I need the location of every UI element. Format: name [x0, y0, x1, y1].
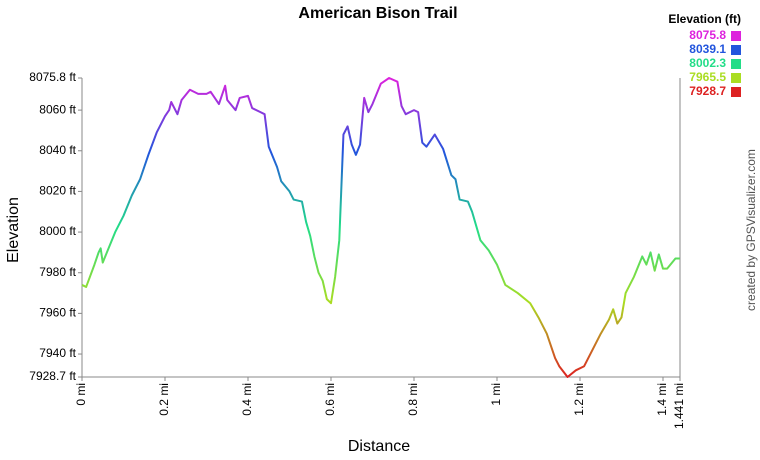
y-tick-label: 8040 ft [39, 143, 76, 157]
legend-swatch [731, 73, 741, 83]
x-tick-label: 0.8 mi [406, 383, 420, 416]
elevation-line [81, 77, 680, 378]
y-tick-label: 8060 ft [39, 102, 76, 116]
legend-swatch [731, 59, 741, 69]
y-tick-label: 7928.7 ft [29, 369, 76, 383]
legend-swatch [731, 31, 741, 41]
legend-label: 8002.3 [689, 56, 726, 70]
x-tick-label: 0.6 mi [323, 383, 337, 416]
x-tick-label: 1 mi [489, 383, 503, 406]
x-tick-label: 0.4 mi [240, 383, 254, 416]
y-tick-label: 7980 ft [39, 265, 76, 279]
legend-label: 7965.5 [689, 70, 726, 84]
legend-label: 8075.8 [689, 28, 726, 42]
y-axis-title: Elevation [5, 197, 22, 263]
legend-title: Elevation (ft) [668, 12, 741, 26]
x-axis-title: Distance [348, 438, 410, 455]
credit: created by GPSVisualizer.com [744, 149, 758, 311]
y-tick-label: 8020 ft [39, 184, 76, 198]
legend-swatch [731, 87, 741, 97]
legend-swatch [731, 45, 741, 55]
x-tick-label: 0.2 mi [157, 383, 171, 416]
x-tick-label: 1.441 mi [672, 383, 686, 429]
x-tick-label: 0 mi [74, 383, 88, 406]
y-tick-label: 8000 ft [39, 224, 76, 238]
chart-title: American Bison Trail [298, 5, 457, 22]
x-tick-label: 1.4 mi [655, 383, 669, 416]
legend-label: 7928.7 [689, 84, 726, 98]
y-tick-label: 7960 ft [39, 306, 76, 320]
legend-label: 8039.1 [689, 42, 726, 56]
y-tick-label: 8075.8 ft [29, 70, 76, 84]
y-tick-label: 7940 ft [39, 346, 76, 360]
x-tick-label: 1.2 mi [572, 383, 586, 416]
